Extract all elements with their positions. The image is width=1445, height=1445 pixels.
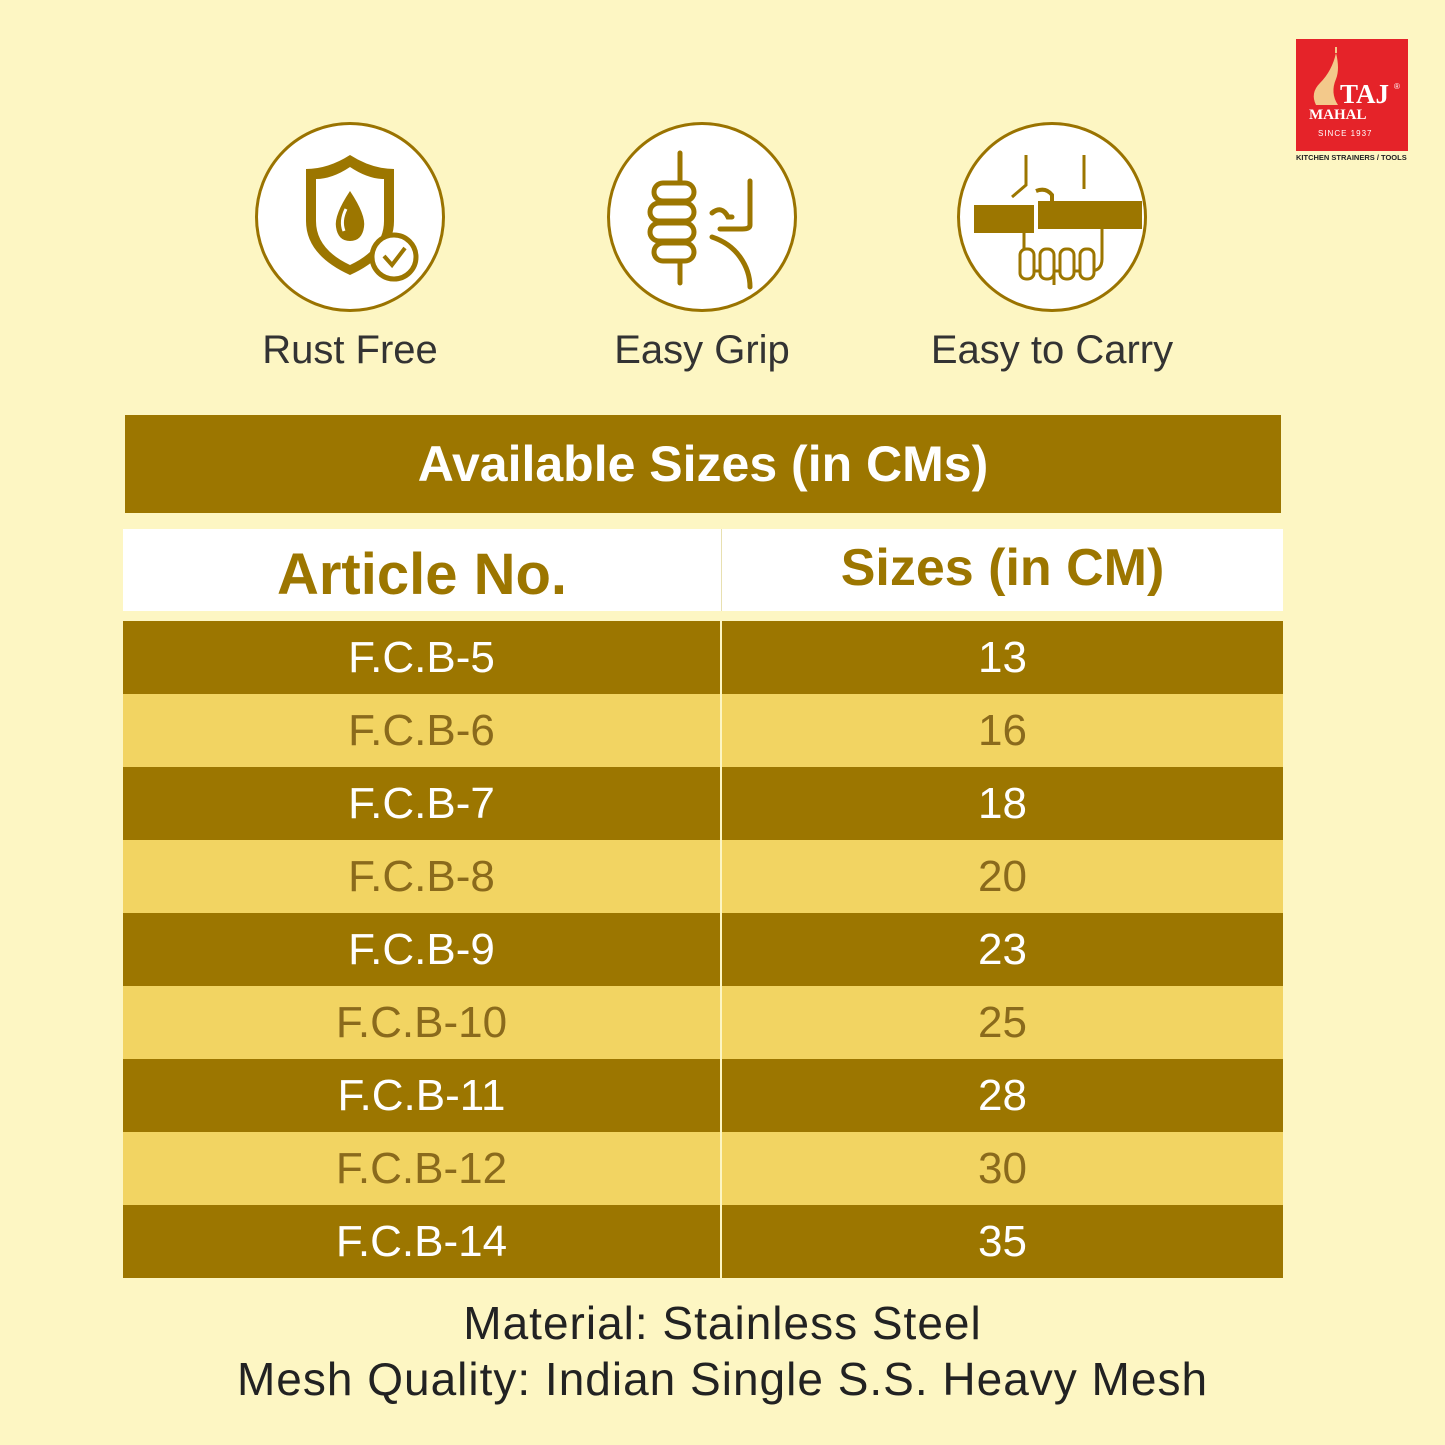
- size-cell: 20: [978, 852, 1027, 901]
- table-row: F.C.B-6 16: [123, 694, 1283, 767]
- feature-label: Easy Grip: [614, 328, 790, 372]
- feature-label: Rust Free: [262, 328, 438, 372]
- size-cell: 16: [978, 706, 1027, 755]
- size-cell: 18: [978, 779, 1027, 828]
- size-cell: 30: [978, 1144, 1027, 1193]
- size-cell: 28: [978, 1071, 1027, 1120]
- feature-icon-circle: [607, 122, 797, 312]
- brand-tagline: KITCHEN STRAINERS / TOOLS: [1296, 153, 1407, 162]
- shield-drop-icon: [306, 155, 419, 282]
- size-cell: 23: [978, 925, 1027, 974]
- size-cell: 35: [978, 1217, 1027, 1266]
- table-row: F.C.B-11 28: [123, 1059, 1283, 1132]
- article-cell: F.C.B-12: [123, 1132, 722, 1205]
- table-row: F.C.B-9 23: [123, 913, 1283, 986]
- article-cell: F.C.B-14: [123, 1205, 722, 1278]
- table-title: Available Sizes (in CMs): [125, 415, 1281, 513]
- article-cell: F.C.B-7: [123, 767, 722, 840]
- table-header: Article No. Sizes (in CM): [123, 529, 1283, 611]
- table-row: F.C.B-5 13: [123, 621, 1283, 694]
- registered-mark: ®: [1394, 82, 1400, 91]
- brand-name-line2: MAHAL: [1309, 107, 1367, 123]
- article-cell: F.C.B-9: [123, 913, 722, 986]
- column-header-article: Article No.: [123, 529, 722, 611]
- brand-logo: TAJ ® MAHAL SINCE 1937: [1296, 39, 1408, 151]
- article-cell: F.C.B-5: [123, 621, 722, 694]
- table-body: F.C.B-5 13 F.C.B-6 16 F.C.B-7 18 F.C.B-8…: [123, 621, 1283, 1278]
- brand-name-line1: TAJ: [1340, 79, 1390, 109]
- feature-easy-grip: Easy Grip: [572, 122, 832, 373]
- feature-rust-free: Rust Free: [220, 122, 480, 373]
- size-cell: 25: [978, 998, 1027, 1047]
- table-row: F.C.B-10 25: [123, 986, 1283, 1059]
- size-cell: 13: [978, 633, 1027, 682]
- article-cell: F.C.B-8: [123, 840, 722, 913]
- feature-icon-circle: [255, 122, 445, 312]
- table-row: F.C.B-14 35: [123, 1205, 1283, 1278]
- material-text: Material: Stainless Steel: [463, 1297, 982, 1349]
- article-cell: F.C.B-11: [123, 1059, 722, 1132]
- brand-since: SINCE 1937: [1318, 129, 1373, 138]
- column-header-size: Sizes (in CM): [840, 539, 1165, 597]
- table-row: F.C.B-12 30: [123, 1132, 1283, 1205]
- article-cell: F.C.B-6: [123, 694, 722, 767]
- hand-grip-icon: [647, 150, 753, 290]
- feature-icon-circle: [957, 122, 1147, 312]
- hand-carry-icon: [974, 155, 1142, 285]
- feature-easy-to-carry: Easy to Carry: [922, 122, 1182, 373]
- dome-icon: [1313, 47, 1338, 105]
- feature-label: Easy to Carry: [930, 328, 1174, 372]
- article-cell: F.C.B-10: [123, 986, 722, 1059]
- mesh-quality-text: Mesh Quality: Indian Single S.S. Heavy M…: [236, 1353, 1209, 1405]
- table-row: F.C.B-7 18: [123, 767, 1283, 840]
- table-row: F.C.B-8 20: [123, 840, 1283, 913]
